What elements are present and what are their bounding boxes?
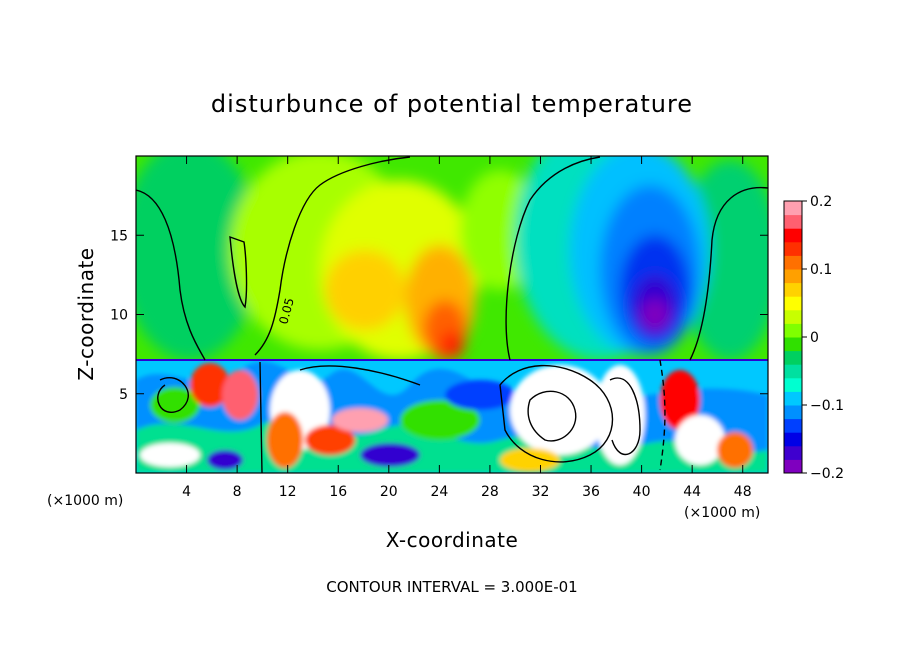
colorbar-swatch xyxy=(784,241,802,256)
colorbar-swatch xyxy=(784,269,802,284)
y-tick-label: 15 xyxy=(110,228,128,244)
colorbar-tick-label: −0.1 xyxy=(810,398,844,414)
colorbar-swatch xyxy=(784,296,802,311)
colorbar-tick-label: −0.2 xyxy=(810,466,844,482)
chart-title: disturbunce of potential temperature xyxy=(211,90,693,118)
y-axis-ticks: 5 10 15 xyxy=(110,228,768,403)
colorbar-swatch xyxy=(784,214,802,229)
x-unit-left: (×1000 m) xyxy=(47,493,123,509)
colorbar xyxy=(783,200,803,474)
x-tick-label: 32 xyxy=(532,484,550,500)
colorbar-swatch xyxy=(784,459,802,474)
colorbar-swatch xyxy=(784,445,802,460)
colorbar-swatch xyxy=(784,323,802,338)
y-tick-label: 10 xyxy=(110,308,128,324)
colorbar-swatch xyxy=(784,418,802,433)
contour-interval-note: CONTOUR INTERVAL = 3.000E-01 xyxy=(326,578,577,596)
x-tick-label: 40 xyxy=(633,484,651,500)
contour-label: 0.05 xyxy=(276,296,296,325)
y-axis-label: Z-coordinate xyxy=(74,247,98,380)
colorbar-tick-label: 0.1 xyxy=(810,262,832,278)
colorbar-swatch xyxy=(784,337,802,352)
colorbar-swatch xyxy=(784,228,802,243)
x-tick-label: 12 xyxy=(279,484,297,500)
colorbar-tick-label: 0 xyxy=(810,330,819,346)
colorbar-swatch xyxy=(784,309,802,324)
colorbar-swatch xyxy=(784,201,802,216)
x-tick-label: 8 xyxy=(233,484,242,500)
x-tick-label: 16 xyxy=(329,484,347,500)
colorbar-ticks: 0.2 0.1 0 −0.1 −0.2 xyxy=(802,194,844,482)
x-tick-label: 48 xyxy=(734,484,752,500)
x-tick-label: 20 xyxy=(380,484,398,500)
colorbar-swatch xyxy=(784,282,802,297)
x-unit-right: (×1000 m) xyxy=(684,505,760,521)
x-tick-label: 24 xyxy=(430,484,448,500)
colorbar-swatch xyxy=(784,377,802,392)
y-tick-label: 5 xyxy=(119,387,128,403)
x-tick-label: 4 xyxy=(182,484,191,500)
x-tick-label: 28 xyxy=(481,484,499,500)
colorbar-swatch xyxy=(784,255,802,270)
colorbar-swatch xyxy=(784,391,802,406)
x-tick-label: 44 xyxy=(683,484,701,500)
heatmap-field xyxy=(136,156,768,473)
colorbar-swatch xyxy=(784,364,802,379)
x-tick-label: 36 xyxy=(582,484,600,500)
colorbar-swatch xyxy=(784,350,802,365)
x-axis-ticks: 4 8 12 16 20 24 28 32 36 40 44 48 xyxy=(182,156,752,500)
colorbar-tick-label: 0.2 xyxy=(810,194,832,210)
x-axis-label: X-coordinate xyxy=(386,528,519,552)
colorbar-swatch xyxy=(784,432,802,447)
colorbar-swatch xyxy=(784,405,802,420)
